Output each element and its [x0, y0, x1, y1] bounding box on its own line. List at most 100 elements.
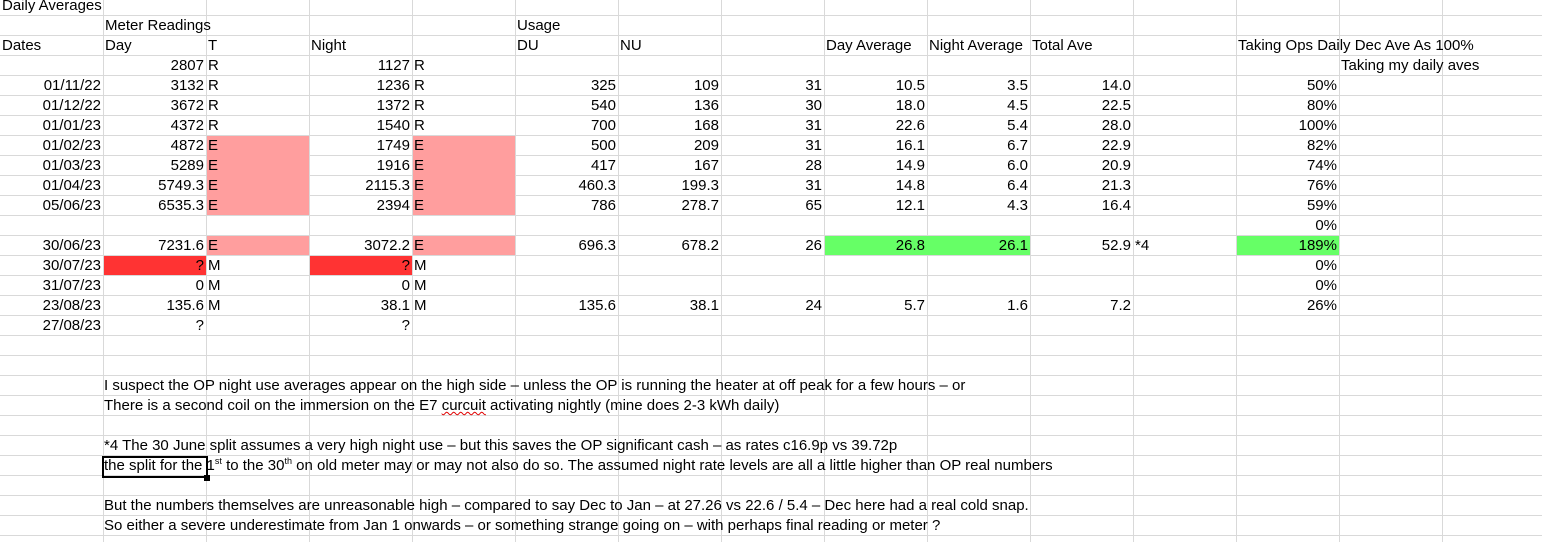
date-cell[interactable]: 30/06/23 [42, 237, 101, 254]
percent-cell[interactable]: 82% [1306, 137, 1337, 154]
meter-readings-header[interactable]: Meter Readings [105, 17, 211, 34]
percent-cell[interactable]: 0% [1315, 277, 1337, 294]
du-cell[interactable] [515, 276, 618, 296]
nu-cell[interactable]: 209 [693, 137, 719, 154]
day-average-cell[interactable] [824, 216, 927, 236]
date-cell[interactable] [0, 56, 103, 76]
days-cell[interactable]: 31 [805, 137, 822, 154]
fill-handle[interactable] [204, 475, 210, 481]
day-type-cell[interactable]: M [208, 257, 221, 274]
night-average-cell[interactable] [927, 256, 1030, 276]
note-ref-cell[interactable] [1133, 256, 1236, 276]
nu-cell[interactable]: 167 [693, 157, 719, 174]
note-ref-cell[interactable] [1133, 76, 1236, 96]
date-cell[interactable]: 01/04/23 [42, 177, 101, 194]
date-cell[interactable]: 27/08/23 [42, 317, 101, 334]
days-cell[interactable]: 28 [805, 157, 822, 174]
days-cell[interactable]: 24 [805, 297, 822, 314]
day-average-cell[interactable] [824, 316, 927, 336]
percent-cell[interactable]: 26% [1306, 297, 1337, 314]
days-cell[interactable] [721, 56, 824, 76]
day-type-cell[interactable]: E [208, 237, 219, 254]
du-cell[interactable]: 540 [590, 97, 616, 114]
night-type-cell[interactable]: R [414, 57, 425, 74]
day-average-cell[interactable]: 10.5 [895, 77, 925, 94]
day-reading-cell[interactable]: 4872 [170, 137, 204, 154]
day-reading-cell[interactable] [103, 216, 206, 236]
night-type-cell[interactable]: M [414, 277, 427, 294]
percent-cell[interactable]: 59% [1306, 197, 1337, 214]
du-cell[interactable]: 135.6 [578, 297, 616, 314]
total-ave-cell[interactable] [1030, 56, 1133, 76]
day-average-cell[interactable] [824, 276, 927, 296]
day-average-cell[interactable]: 22.6 [895, 117, 925, 134]
day-average-cell[interactable]: 18.0 [895, 97, 925, 114]
day-type-cell[interactable]: E [208, 197, 219, 214]
du-cell[interactable]: 696.3 [578, 237, 616, 254]
note-ref-cell[interactable] [1133, 316, 1236, 336]
day-type-cell[interactable]: M [208, 297, 221, 314]
night-average-cell[interactable] [927, 316, 1030, 336]
note-line[interactable]: So either a severe underestimate from Ja… [104, 517, 941, 534]
night-reading-cell[interactable]: 1749 [376, 137, 410, 154]
night-reading-cell[interactable]: 2394 [376, 197, 410, 214]
total-ave-cell[interactable]: 21.3 [1101, 177, 1131, 194]
day-type-cell[interactable]: R [208, 77, 219, 94]
nu-cell[interactable] [618, 256, 721, 276]
percent-cell[interactable]: 100% [1298, 117, 1337, 134]
day-average-cell[interactable]: 16.1 [895, 137, 925, 154]
day-type-cell[interactable]: M [208, 277, 221, 294]
days-cell[interactable] [721, 316, 824, 336]
note-line[interactable]: *4 The 30 June split assumes a very high… [104, 437, 898, 454]
total-ave-cell[interactable]: 20.9 [1101, 157, 1131, 174]
night-type-cell[interactable]: E [414, 197, 425, 214]
night-type-cell[interactable]: R [414, 77, 425, 94]
nu-cell[interactable]: 278.7 [681, 197, 719, 214]
dates-header[interactable]: Dates [2, 37, 42, 54]
night-average-cell[interactable]: 4.3 [1007, 197, 1028, 214]
percent-cell[interactable]: 0% [1315, 257, 1337, 274]
day-type-cell[interactable] [206, 316, 309, 336]
night-type-cell[interactable]: E [414, 177, 425, 194]
night-reading-cell[interactable]: 2115.3 [365, 177, 410, 194]
note-ref-cell[interactable] [1133, 176, 1236, 196]
total-ave-cell[interactable]: 52.9 [1101, 237, 1131, 254]
note-ref-cell[interactable] [1133, 296, 1236, 316]
day-average-cell[interactable] [824, 256, 927, 276]
total-ave-cell[interactable] [1030, 276, 1133, 296]
night-type-cell[interactable]: E [414, 237, 425, 254]
date-cell[interactable]: 01/01/23 [42, 117, 101, 134]
total-ave-cell[interactable]: 22.9 [1101, 137, 1131, 154]
days-cell[interactable] [721, 276, 824, 296]
night-average-cell[interactable] [927, 276, 1030, 296]
day-reading-cell[interactable]: 7231.6 [158, 237, 204, 254]
total-ave-cell[interactable]: 16.4 [1101, 197, 1131, 214]
night-reading-cell[interactable]: 1916 [376, 157, 410, 174]
day-reading-cell[interactable]: ? [195, 317, 204, 334]
note-line[interactable]: There is a second coil on the immersion … [104, 396, 779, 416]
note-ref-cell[interactable] [1133, 196, 1236, 216]
day-average-cell[interactable]: 14.9 [895, 157, 925, 174]
du-header[interactable]: DU [517, 37, 539, 54]
night-type-cell[interactable]: E [414, 157, 425, 174]
day-reading-cell[interactable]: 3132 [170, 77, 204, 94]
percent-cell[interactable]: 76% [1306, 177, 1337, 194]
day-average-cell[interactable]: 12.1 [895, 197, 925, 214]
night-average-cell[interactable]: 4.5 [1007, 97, 1028, 114]
date-cell[interactable]: 23/08/23 [42, 297, 101, 314]
night-average-cell[interactable]: 6.4 [1007, 177, 1028, 194]
day-type-cell[interactable]: R [208, 97, 219, 114]
day-average-header[interactable]: Day Average [826, 37, 912, 54]
note-ref-cell[interactable] [1133, 96, 1236, 116]
note-ref-cell[interactable] [1133, 136, 1236, 156]
percent-cell[interactable]: 50% [1306, 77, 1337, 94]
date-cell[interactable]: 30/07/23 [42, 257, 101, 274]
night-average-cell[interactable]: 3.5 [1007, 77, 1028, 94]
day-average-cell[interactable] [824, 56, 927, 76]
day-average-cell[interactable]: 14.8 [895, 177, 925, 194]
note-ref-cell[interactable] [1133, 216, 1236, 236]
night-reading-cell[interactable]: 1372 [376, 97, 410, 114]
nu-cell[interactable]: 199.3 [681, 177, 719, 194]
percent-cell[interactable]: 80% [1306, 97, 1337, 114]
night-type-cell[interactable]: M [414, 257, 427, 274]
